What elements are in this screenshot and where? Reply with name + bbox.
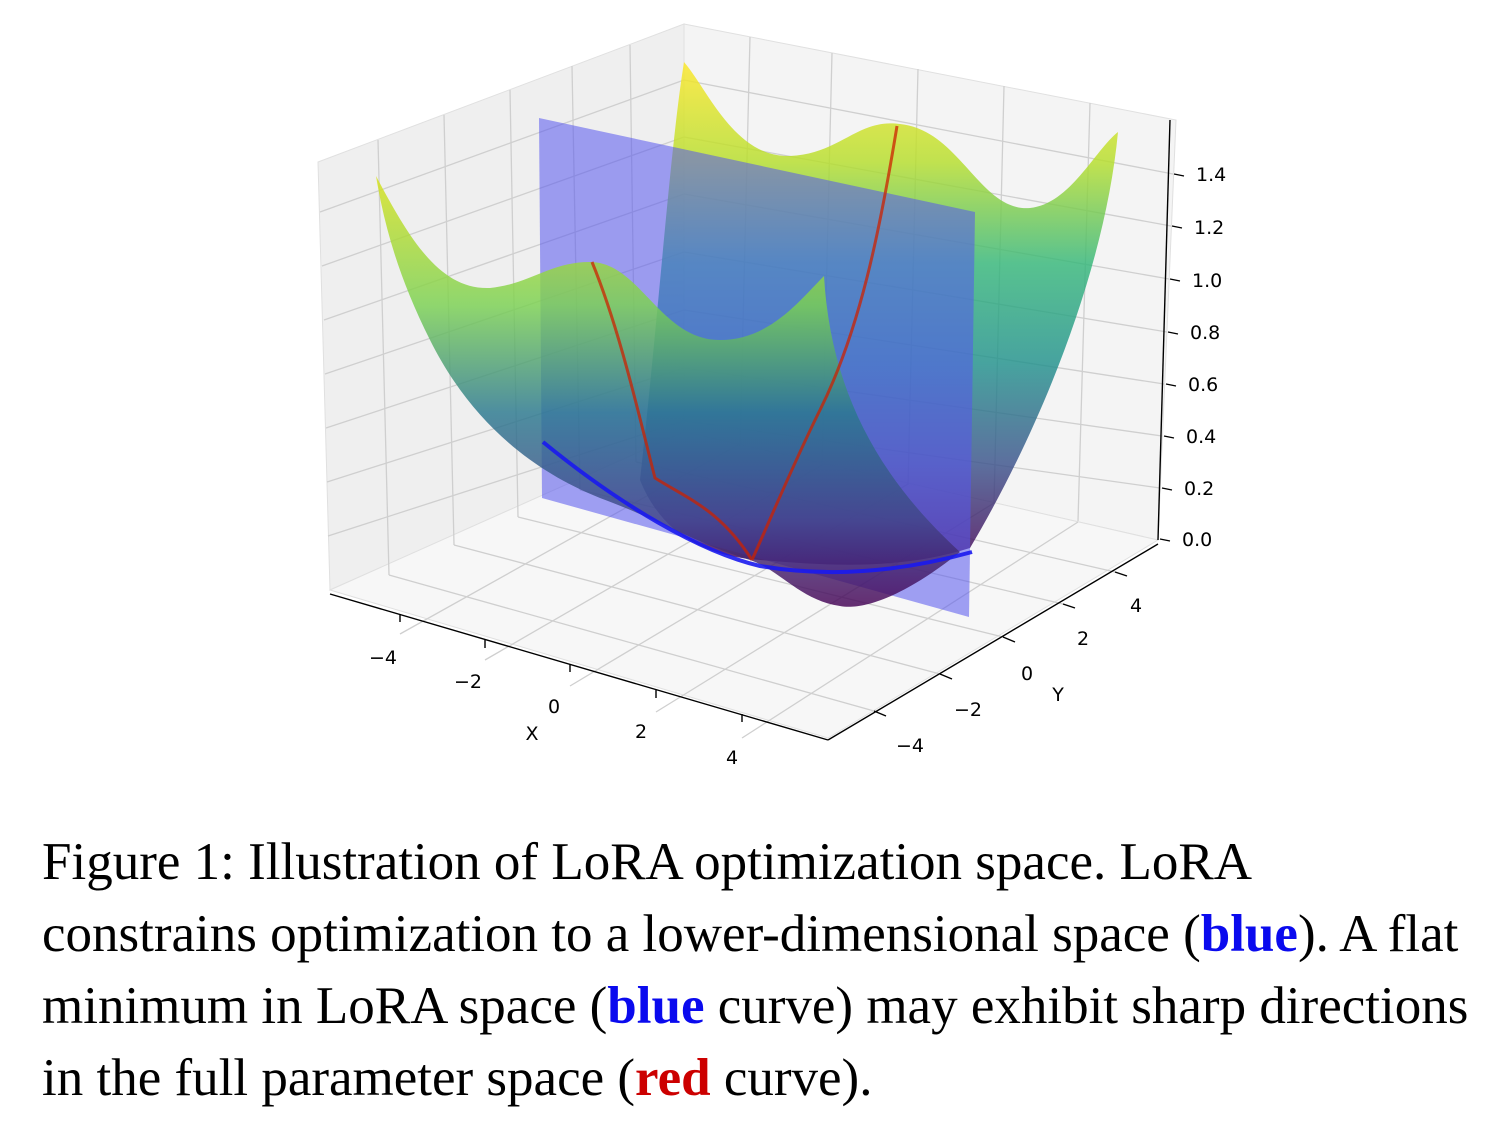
surface-plot: −4 −2 0 2 4 X −4 −2 0 2 4 Y 0.0 0.2 0.4 … (317, 23, 1226, 769)
z-axis-line (1157, 119, 1171, 541)
z-tick-label: 1.4 (1196, 164, 1226, 186)
z-tick-label: 1.0 (1192, 270, 1222, 292)
tick-marks (399, 173, 1185, 722)
x-tick-label: 4 (726, 747, 738, 769)
caption-red-highlight: red (635, 1049, 711, 1107)
z-tick-label: 0.6 (1188, 374, 1218, 396)
z-tick-label: 0.8 (1190, 322, 1220, 344)
y-tick-label: −2 (954, 699, 982, 721)
caption-text: Figure 1: Illustration of LoRA optimizat… (42, 833, 1250, 963)
x-tick-label: 2 (635, 721, 647, 743)
red-curve-left (590, 261, 754, 561)
z-tick-label: 0.0 (1182, 529, 1212, 551)
x-tick-labels: −4 −2 0 2 4 X (369, 647, 738, 769)
x-tick-label: −4 (369, 647, 397, 669)
x-axis-line (329, 593, 829, 741)
z-tick-label: 0.4 (1186, 426, 1216, 448)
caption-text: ). A flat minimum in LoRA space ( (42, 905, 1459, 1035)
y-axis-label: Y (1051, 684, 1064, 706)
caption-text: curve) may exhibit sharp directions in t… (42, 977, 1469, 1107)
axis-lines (329, 119, 1171, 741)
surface-front (376, 176, 960, 607)
z-tick-label: 1.2 (1194, 217, 1224, 239)
x-axis-label: X (525, 723, 538, 745)
x-tick-label: 0 (548, 696, 560, 718)
figure-caption: Figure 1: Illustration of LoRA optimizat… (42, 826, 1472, 1114)
caption-blue-highlight: blue (607, 977, 705, 1035)
y-tick-label: 4 (1130, 595, 1142, 617)
y-axis-line (827, 543, 1159, 741)
z-tick-label: 0.2 (1184, 478, 1214, 500)
blue-curve (541, 440, 973, 575)
z-tick-labels: 0.0 0.2 0.4 0.6 0.8 1.0 1.2 1.4 (1182, 164, 1226, 551)
red-curve-right (750, 125, 899, 561)
caption-text: curve). (710, 1049, 873, 1107)
x-tick-label: −2 (454, 671, 482, 693)
y-tick-label: −4 (896, 735, 924, 757)
red-curves (590, 125, 899, 561)
y-tick-label: 2 (1077, 628, 1089, 650)
y-tick-labels: −4 −2 0 2 4 Y (896, 595, 1142, 757)
y-tick-label: 0 (1021, 663, 1033, 685)
caption-blue-highlight: blue (1200, 905, 1298, 963)
